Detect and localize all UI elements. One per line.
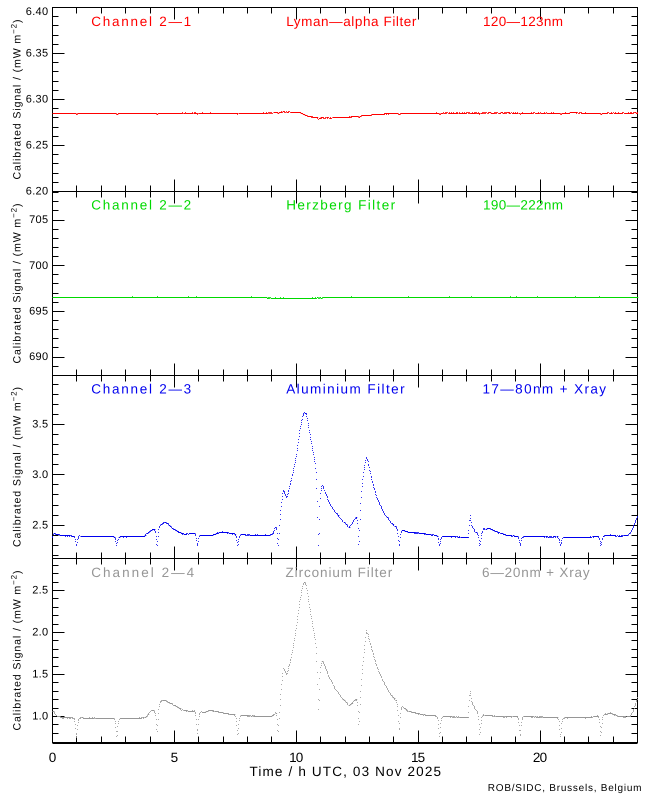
svg-text:5: 5 [171, 750, 179, 765]
svg-text:2.5: 2.5 [32, 585, 48, 597]
svg-text:6—20nm + Xray: 6—20nm + Xray [482, 565, 590, 580]
svg-text:Channel 2—1: Channel 2—1 [91, 14, 191, 29]
svg-text:Calibrated Signal / (mW m−2): Calibrated Signal / (mW m−2) [10, 20, 24, 180]
svg-text:Calibrated Signal / (mW m−2): Calibrated Signal / (mW m−2) [10, 571, 24, 731]
svg-text:Channel 2—4: Channel 2—4 [91, 565, 194, 580]
svg-text:Aluminium Filter: Aluminium Filter [286, 381, 405, 396]
svg-text:2.0: 2.0 [32, 627, 48, 639]
svg-text:120—123nm: 120—123nm [483, 14, 563, 29]
svg-text:Calibrated Signal / (mW m−2): Calibrated Signal / (mW m−2) [10, 204, 24, 364]
svg-text:15: 15 [411, 750, 425, 765]
svg-text:3.0: 3.0 [32, 469, 48, 481]
svg-text:Lyman—alpha Filter: Lyman—alpha Filter [286, 14, 417, 29]
svg-text:6.35: 6.35 [26, 48, 49, 60]
svg-text:0: 0 [49, 750, 57, 765]
svg-text:6.20: 6.20 [26, 186, 49, 198]
svg-text:1.5: 1.5 [32, 669, 48, 681]
svg-text:Channel 2—2: Channel 2—2 [91, 198, 191, 213]
svg-text:700: 700 [29, 260, 48, 272]
svg-text:2.5: 2.5 [32, 519, 48, 531]
svg-text:10: 10 [289, 750, 303, 765]
svg-text:3.5: 3.5 [32, 419, 48, 431]
svg-text:Herzberg Filter: Herzberg Filter [286, 198, 395, 213]
svg-text:6.30: 6.30 [26, 94, 49, 106]
svg-text:Channel 2—3: Channel 2—3 [91, 381, 191, 396]
svg-text:Calibrated Signal / (mW m−2): Calibrated Signal / (mW m−2) [10, 387, 24, 547]
svg-text:6.40: 6.40 [26, 6, 49, 18]
svg-text:Time / h UTC, 03 Nov 2025: Time / h UTC, 03 Nov 2025 [250, 764, 442, 779]
svg-text:705: 705 [29, 214, 48, 226]
svg-text:Zirconium Filter: Zirconium Filter [286, 565, 393, 580]
svg-text:20: 20 [533, 750, 547, 765]
svg-text:ROB/SIDC, Brussels, Belgium: ROB/SIDC, Brussels, Belgium [488, 783, 642, 794]
svg-text:1.0: 1.0 [32, 711, 48, 723]
svg-text:690: 690 [29, 351, 48, 363]
svg-text:6.25: 6.25 [26, 140, 49, 152]
svg-text:17—80nm + Xray: 17—80nm + Xray [483, 381, 607, 396]
svg-text:695: 695 [29, 306, 48, 318]
svg-text:190—222nm: 190—222nm [483, 198, 563, 213]
